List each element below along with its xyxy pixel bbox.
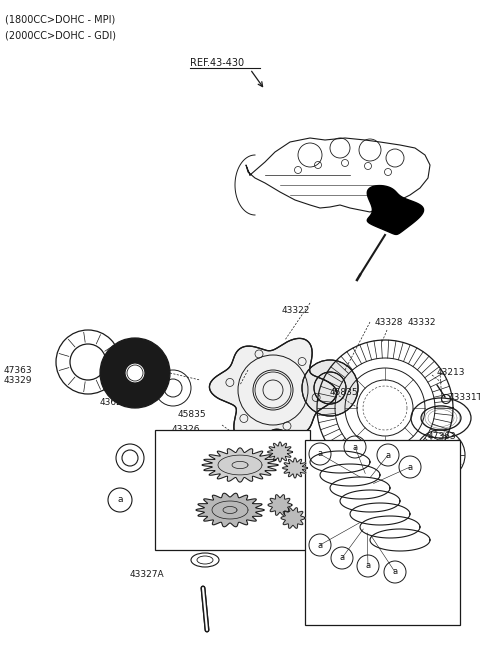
Text: 43331T: 43331T [449, 393, 480, 402]
Polygon shape [367, 186, 424, 234]
Text: 45842A: 45842A [428, 458, 463, 467]
Text: 43332: 43332 [408, 318, 436, 327]
Polygon shape [209, 338, 336, 441]
Text: REF.43-430: REF.43-430 [190, 58, 244, 68]
Text: (1800CC>DOHC - MPI): (1800CC>DOHC - MPI) [5, 14, 115, 24]
Bar [155, 430, 310, 550]
Text: 43340: 43340 [375, 455, 404, 464]
Polygon shape [196, 493, 264, 527]
Text: 47363
43329: 47363 43329 [4, 366, 33, 385]
Text: 47363
43329: 47363 43329 [428, 432, 456, 451]
Text: a: a [339, 554, 345, 562]
Text: 43327A: 43327A [130, 570, 165, 579]
Text: a: a [317, 541, 323, 550]
Text: 43322: 43322 [282, 306, 311, 315]
Text: 43326: 43326 [172, 540, 201, 549]
Text: 45835: 45835 [178, 410, 206, 419]
Text: a: a [352, 443, 358, 451]
Polygon shape [281, 508, 305, 528]
Text: a: a [408, 462, 413, 472]
Text: 45835: 45835 [330, 388, 359, 397]
Text: 43326: 43326 [172, 425, 201, 434]
Polygon shape [302, 360, 358, 416]
Text: a: a [317, 449, 323, 459]
Text: (2000CC>DOHC - GDI): (2000CC>DOHC - GDI) [5, 30, 116, 40]
Bar [305, 440, 460, 625]
Text: a: a [365, 562, 371, 571]
Text: a: a [332, 592, 338, 602]
Polygon shape [268, 495, 292, 516]
Text: 43625B: 43625B [100, 398, 134, 407]
Polygon shape [267, 442, 292, 462]
Text: 43328: 43328 [375, 318, 404, 327]
Polygon shape [202, 448, 278, 482]
Text: a: a [393, 567, 397, 577]
Text: a: a [117, 495, 123, 504]
Polygon shape [283, 458, 308, 478]
Text: a: a [385, 451, 391, 459]
Text: 43213: 43213 [437, 368, 466, 377]
